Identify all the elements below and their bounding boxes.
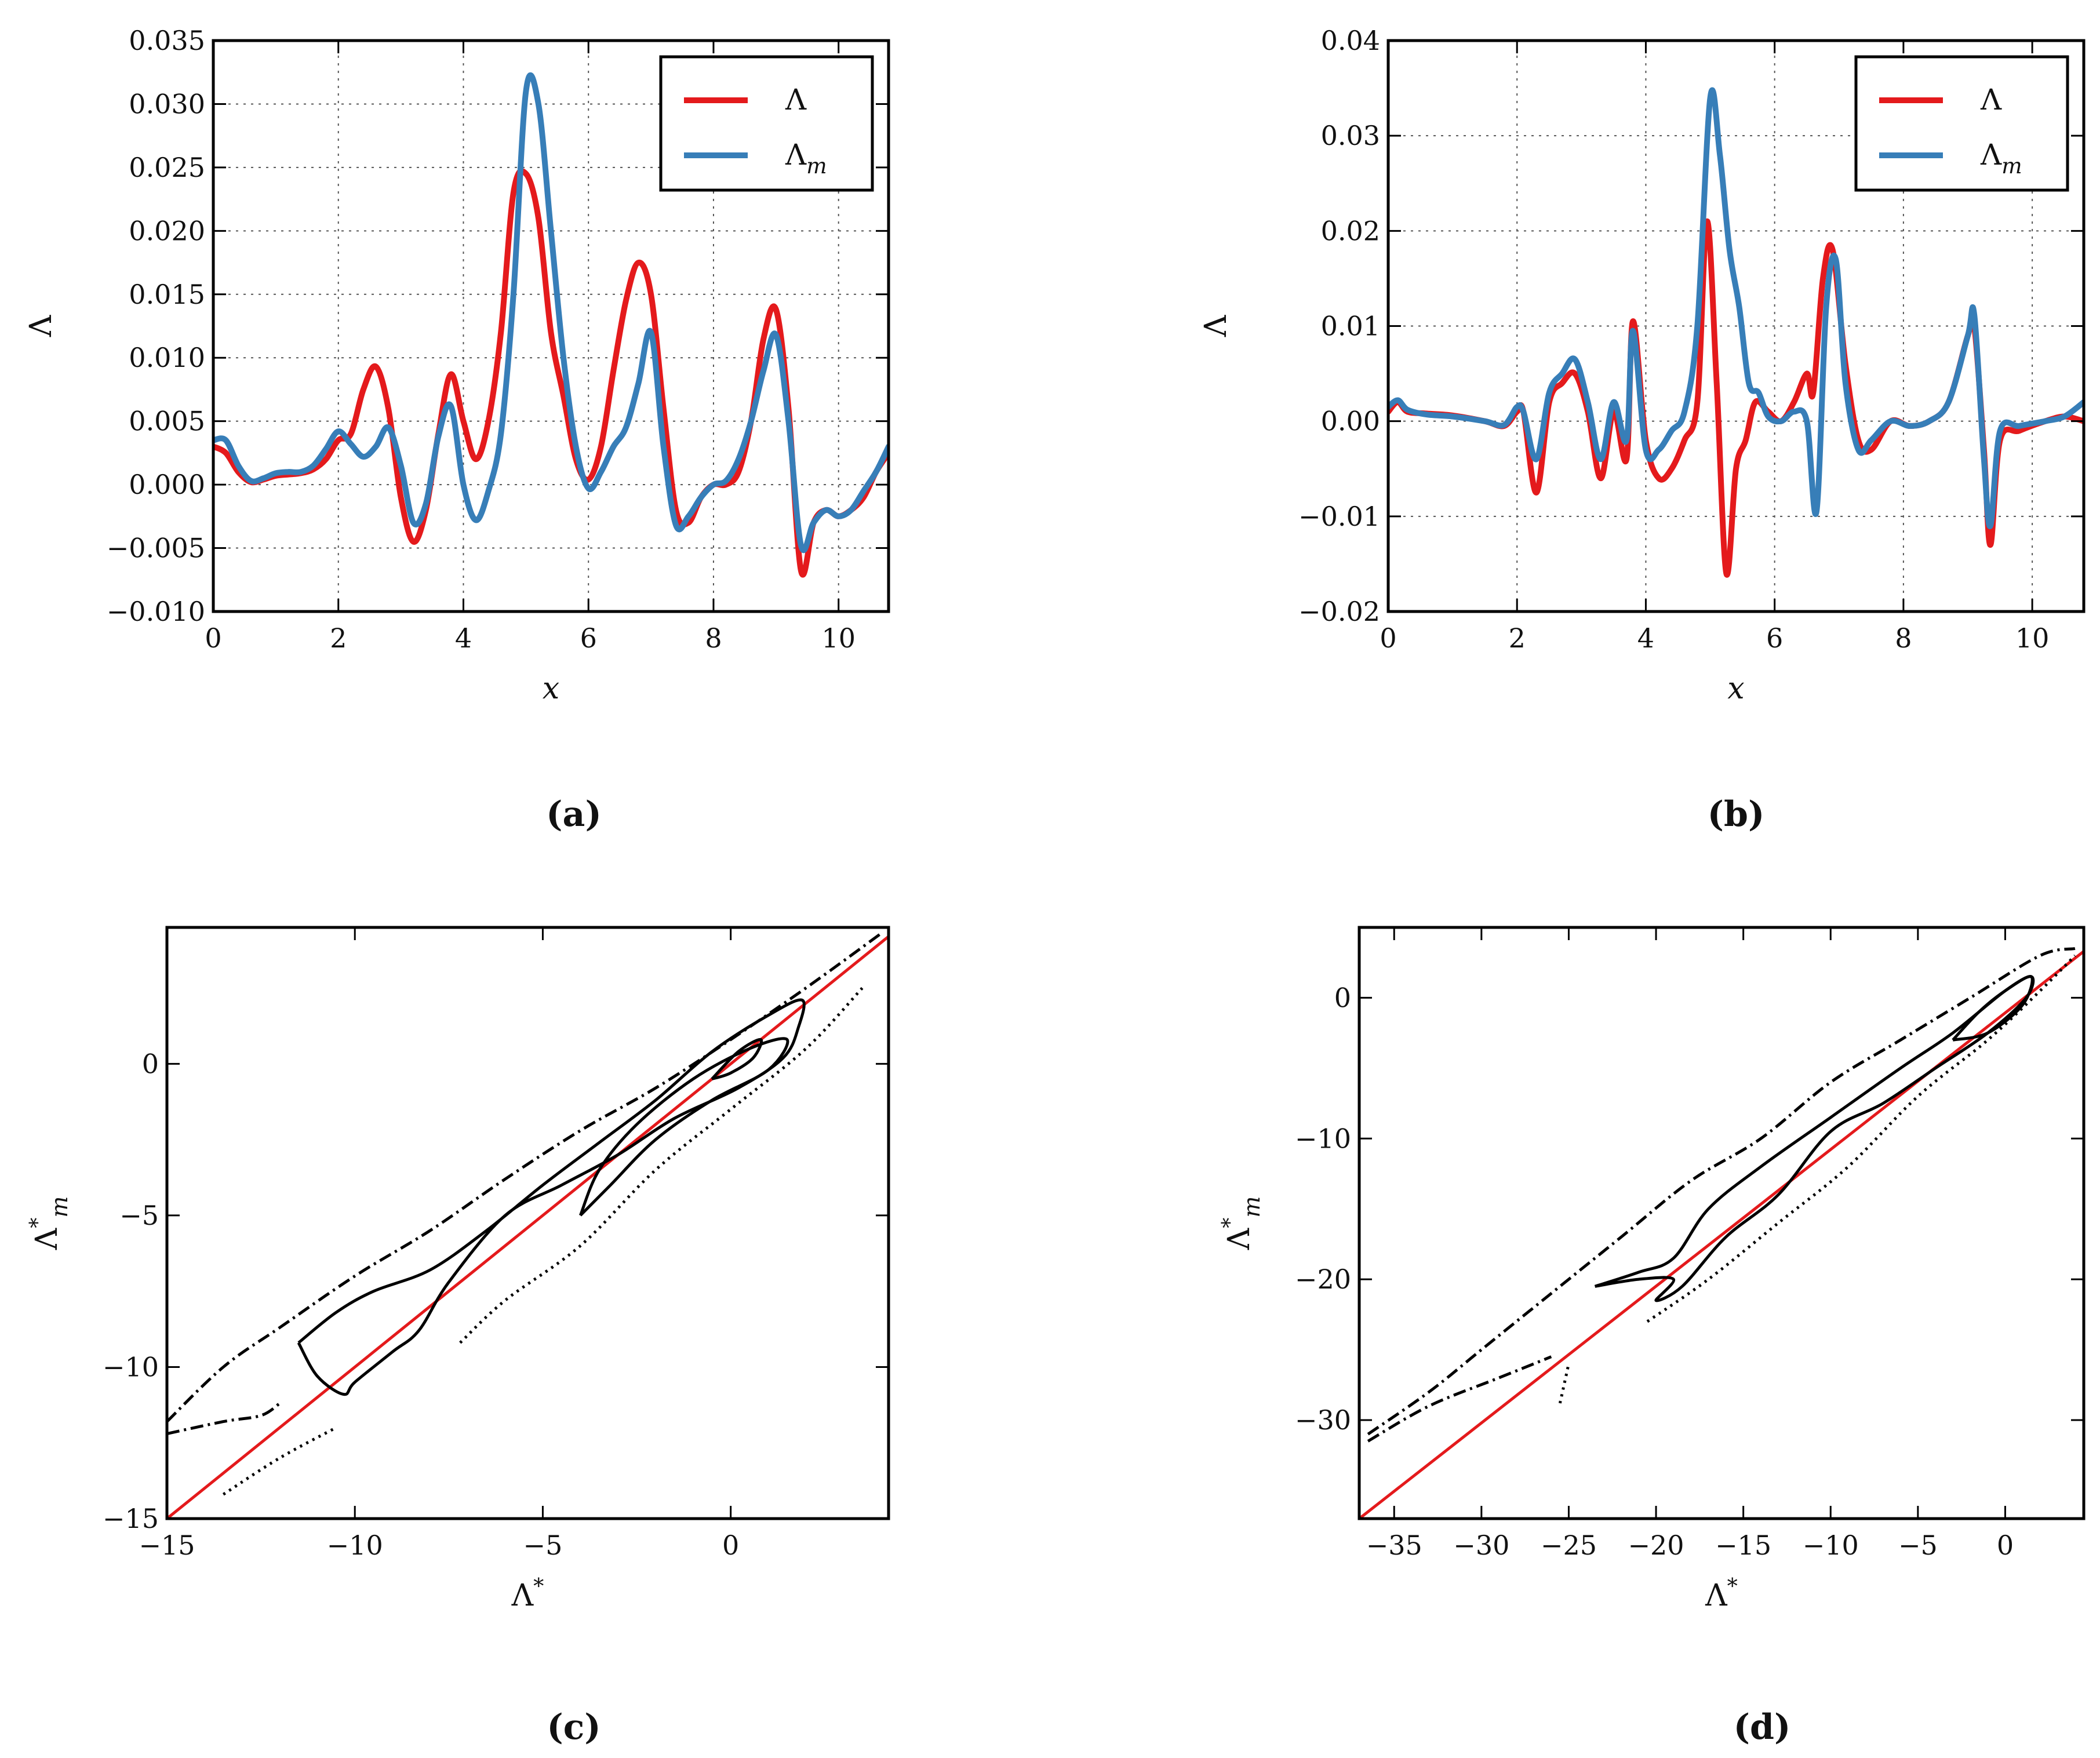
y-tick-label: 0 xyxy=(142,1048,159,1079)
x-tick-label: 2 xyxy=(330,623,347,654)
contour-line-dashdot xyxy=(167,932,882,1423)
x-axis-label: Λ* xyxy=(511,1574,544,1613)
plot-frame xyxy=(1357,926,2086,1520)
chart-panel-c: −15 −10 −5 0 −15 −10 −5 0 Λ* Λ*m xyxy=(25,926,890,1613)
y-tick-label: −30 xyxy=(1295,1404,1351,1436)
x-tick-label: −35 xyxy=(1366,1530,1422,1561)
x-axis-label: x xyxy=(1727,671,1744,706)
y-tick-label: 0.00 xyxy=(1321,406,1380,437)
contour-line-dashdot xyxy=(1367,1355,1552,1443)
legend-label: Λ xyxy=(785,83,807,117)
series-line-lambda-m xyxy=(213,72,889,554)
plot-area xyxy=(167,932,889,1519)
y-tick-label: −20 xyxy=(1295,1264,1351,1295)
x-tick-label: −20 xyxy=(1628,1530,1684,1561)
reference-line xyxy=(1359,950,2084,1519)
y-tick-label: 0.02 xyxy=(1321,215,1380,246)
chart-panel-b: 0 2 4 6 8 10−0.02−0.010.000.010.020.030.04xΛΛ… xyxy=(1199,25,2086,706)
y-tick-label: −0.01 xyxy=(1298,501,1380,532)
y-tick-label: 0.020 xyxy=(129,215,205,246)
y-tick-label: 0.035 xyxy=(129,25,205,56)
contour-line-solid xyxy=(711,1038,763,1080)
contour-line-dotted xyxy=(459,987,864,1344)
x-axis-label: x xyxy=(543,671,559,706)
x-tick-label: 0 xyxy=(1997,1530,2014,1561)
plot-frame xyxy=(212,39,890,613)
y-tick-label: 0.025 xyxy=(129,152,205,183)
contour-line-dotted xyxy=(1558,1363,1570,1404)
legend-box xyxy=(1854,55,2069,192)
y-tick-label: −0.010 xyxy=(107,596,205,627)
x-tick-label: 6 xyxy=(1766,623,1783,654)
x-tick-label: −10 xyxy=(327,1530,383,1561)
plot-area xyxy=(213,72,889,578)
y-tick-label: 0.010 xyxy=(129,342,205,373)
panel-label-b: (b) xyxy=(1707,794,1765,835)
contour-line-solid xyxy=(1952,975,2034,1042)
contour-line-dashdot xyxy=(167,1402,281,1435)
panel-label-d: (d) xyxy=(1733,1707,1791,1748)
x-tick-label: 8 xyxy=(705,623,722,654)
panel-label-c: (c) xyxy=(547,1707,601,1748)
x-tick-label: 10 xyxy=(2015,623,2050,654)
contour-line-solid xyxy=(1594,975,2035,1302)
y-axis-label: Λ*m xyxy=(1217,1196,1265,1251)
legend-label: Λ xyxy=(1980,83,2002,117)
x-tick-label: −30 xyxy=(1453,1530,1509,1561)
x-tick-label: 4 xyxy=(1637,623,1654,654)
x-tick-label: −5 xyxy=(1898,1530,1938,1561)
y-tick-label: −0.005 xyxy=(107,533,205,564)
panel-label-a: (a) xyxy=(546,794,602,835)
x-tick-label: 4 xyxy=(455,623,472,654)
plot-area xyxy=(1388,87,2084,578)
y-axis-label: Λ xyxy=(1199,314,1233,337)
y-tick-label: −10 xyxy=(103,1351,159,1382)
x-tick-label: −5 xyxy=(523,1530,563,1561)
contour-line-dotted xyxy=(1646,954,2076,1323)
y-tick-label: 0.01 xyxy=(1321,311,1380,342)
contour-line-dotted xyxy=(222,1426,337,1496)
y-tick-label: −10 xyxy=(1295,1123,1351,1154)
x-tick-label: 0 xyxy=(722,1530,739,1561)
y-tick-label: 0 xyxy=(1334,982,1351,1013)
plot-frame xyxy=(165,926,890,1520)
contour-line-solid xyxy=(578,1037,789,1217)
x-tick-label: −25 xyxy=(1541,1530,1597,1561)
chart-panel-d: −35 −30 −25 −20 −15 −10 −5 0 −30 −20 −10 0 Λ* Λ*m xyxy=(1217,926,2086,1613)
y-tick-label: 0.005 xyxy=(129,406,205,437)
y-tick-label: −5 xyxy=(119,1200,159,1231)
y-tick-label: −15 xyxy=(103,1503,159,1534)
x-tick-label: −15 xyxy=(1715,1530,1771,1561)
x-tick-label: 10 xyxy=(821,623,856,654)
y-axis-label: Λ*m xyxy=(25,1196,73,1251)
x-tick-label: 0 xyxy=(205,623,221,654)
y-tick-label: 0.015 xyxy=(129,279,205,310)
x-tick-label: −15 xyxy=(139,1530,195,1561)
legend-label: Λm xyxy=(785,138,827,179)
contour-line-dashdot xyxy=(1367,947,2076,1436)
plot-area xyxy=(1359,947,2084,1519)
x-tick-label: 2 xyxy=(1509,623,1526,654)
y-tick-label: 0.04 xyxy=(1321,25,1380,56)
legend-label: Λm xyxy=(1980,138,2022,179)
x-tick-label: 8 xyxy=(1895,623,1912,654)
y-tick-label: −0.02 xyxy=(1298,596,1380,627)
legend-box xyxy=(659,55,874,192)
x-tick-label: 6 xyxy=(580,623,597,654)
x-tick-label: 0 xyxy=(1380,623,1396,654)
y-tick-label: 0.000 xyxy=(129,469,205,500)
x-tick-label: −10 xyxy=(1803,1530,1859,1561)
chart-panel-a: 0 2 4 6 8 10 −0.010 −0.005 0.000 0.005 0.010 0.015 0… xyxy=(24,25,890,706)
y-tick-label: 0.03 xyxy=(1321,120,1380,151)
y-tick-label: 0.030 xyxy=(129,88,205,119)
series-line-lambda-m xyxy=(1388,87,2084,529)
reference-line xyxy=(167,935,889,1519)
x-axis-label: Λ* xyxy=(1705,1574,1738,1613)
y-axis-label: Λ xyxy=(24,314,59,337)
contour-line-solid xyxy=(297,998,806,1396)
